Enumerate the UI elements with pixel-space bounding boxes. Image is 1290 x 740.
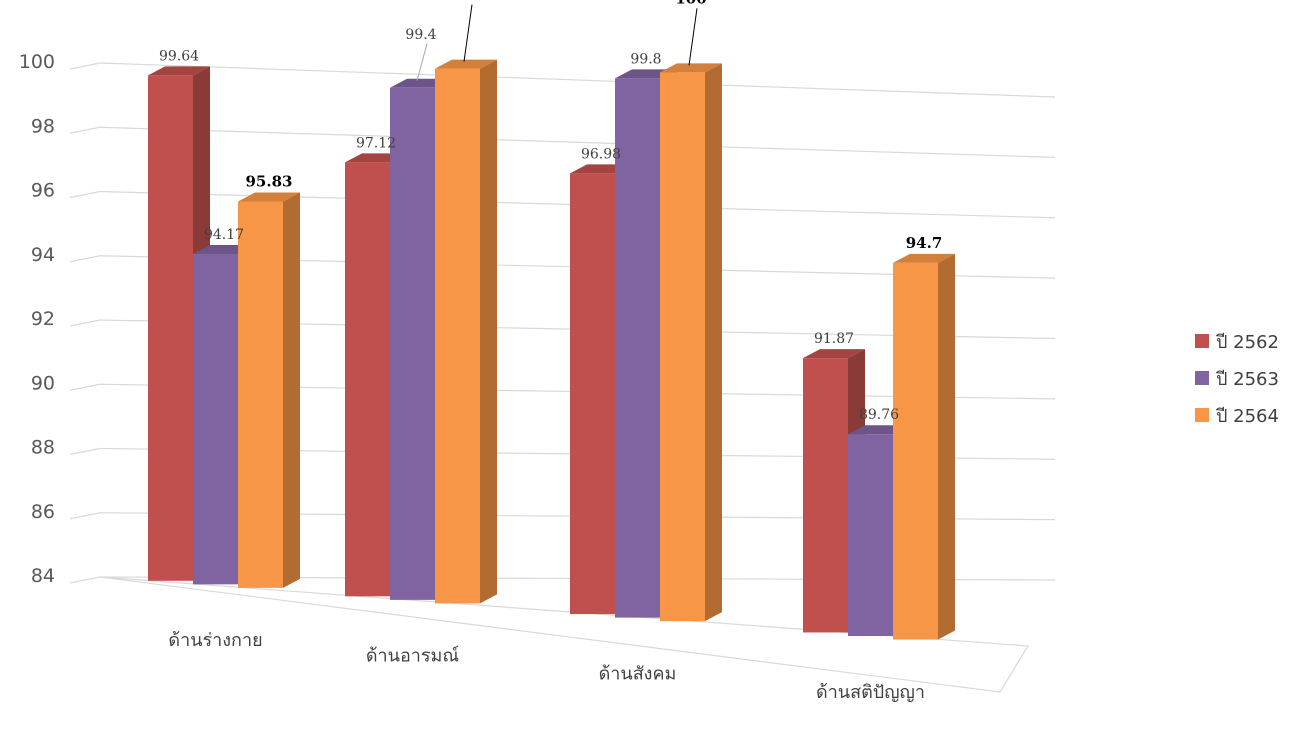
y-tick-label: 92 [31, 308, 55, 330]
bar-top [435, 59, 497, 69]
data-label: 95.83 [246, 172, 293, 190]
data-label: 99.8 [630, 51, 661, 67]
y-tick-label: 98 [31, 115, 55, 137]
chart-floor [99, 576, 1030, 693]
legend-item-2563: ปี 2563 [1195, 367, 1279, 390]
leader-line [416, 43, 428, 81]
data-labels: 99.64 94.17 95.83 97.12 99.4 100 96.98 99.8 100 9… [159, 0, 942, 423]
gridline-side [69, 319, 101, 327]
y-axis: 84 86 88 90 92 94 96 98 100 [19, 51, 55, 587]
bar-side [938, 253, 955, 640]
bar-front [893, 262, 938, 640]
y-tick-label: 100 [19, 51, 55, 73]
bar-top [238, 192, 300, 202]
data-label: 89.76 [859, 407, 899, 423]
data-label: 97.12 [356, 135, 396, 151]
gridline-side [69, 512, 101, 520]
bar-top [660, 63, 722, 73]
gridline-side [69, 255, 101, 263]
data-label: 100 [450, 0, 481, 4]
y-tick-label: 90 [31, 372, 55, 394]
x-category-label: ด้านร่างกาย [168, 630, 262, 651]
bar [435, 59, 497, 604]
gridline-side [69, 62, 101, 70]
bar-front [570, 173, 615, 615]
bar-front [238, 201, 283, 588]
bar-top [893, 253, 955, 263]
bar-front [345, 162, 390, 597]
gridline-side [69, 126, 101, 134]
bar-side [283, 192, 300, 588]
bar-front [148, 75, 193, 581]
gridline-side [69, 576, 101, 584]
x-category-label: ด้านอารมณ์ [366, 646, 459, 667]
legend-label-2562: ปี 2562 [1216, 331, 1279, 353]
leader-line [463, 4, 473, 62]
legend-item-2562: ปี 2562 [1195, 330, 1279, 353]
gridline-side [69, 190, 101, 199]
bars [148, 59, 955, 640]
y-tick-label: 94 [31, 244, 55, 266]
legend-swatch-2563 [1195, 371, 1209, 385]
bar-front [435, 68, 480, 604]
bar-front [848, 434, 893, 637]
data-label: 99.4 [405, 27, 436, 43]
data-label: 100 [675, 0, 706, 7]
leader-line [688, 8, 698, 66]
y-tick-label: 84 [31, 565, 55, 587]
y-tick-label: 88 [31, 437, 55, 459]
bar-side [480, 59, 497, 604]
x-axis-categories: ด้านร่างกายด้านอารมณ์ด้านสังคมด้านสติปัญ… [168, 630, 925, 703]
gridline [99, 126, 1056, 158]
gridline [99, 62, 1056, 98]
bar [238, 192, 300, 588]
bar-front [803, 358, 848, 633]
legend-label-2563: ปี 2563 [1216, 368, 1279, 390]
data-label: 91.87 [814, 331, 854, 347]
bar-side [705, 63, 722, 622]
gridline-side [69, 447, 101, 456]
bar [660, 63, 722, 622]
bar-front [660, 72, 705, 622]
y-tick-label: 96 [31, 180, 55, 202]
data-label: 99.64 [159, 48, 199, 64]
legend-swatch-2564 [1195, 408, 1209, 422]
bar [893, 253, 955, 640]
bar-front [390, 87, 435, 600]
y-tick-label: 86 [31, 501, 55, 523]
data-label: 94.7 [906, 234, 943, 252]
data-label: 96.98 [581, 146, 621, 162]
gridline-side [69, 383, 101, 391]
legend-swatch-2562 [1195, 334, 1209, 348]
x-category-label: ด้านสังคม [599, 663, 677, 684]
x-category-label: ด้านสติปัญญา [816, 682, 925, 703]
bar-top [148, 66, 210, 76]
legend-item-2564: ปี 2564 [1195, 404, 1279, 427]
legend-label-2564: ปี 2564 [1216, 405, 1279, 427]
legend: ปี 2562 ปี 2563 ปี 2564 [1195, 330, 1279, 441]
bar-top [803, 349, 865, 359]
floor-outline [99, 576, 1030, 693]
bar-front [615, 78, 660, 618]
bar-front [193, 253, 238, 585]
data-label: 94.17 [204, 227, 244, 243]
